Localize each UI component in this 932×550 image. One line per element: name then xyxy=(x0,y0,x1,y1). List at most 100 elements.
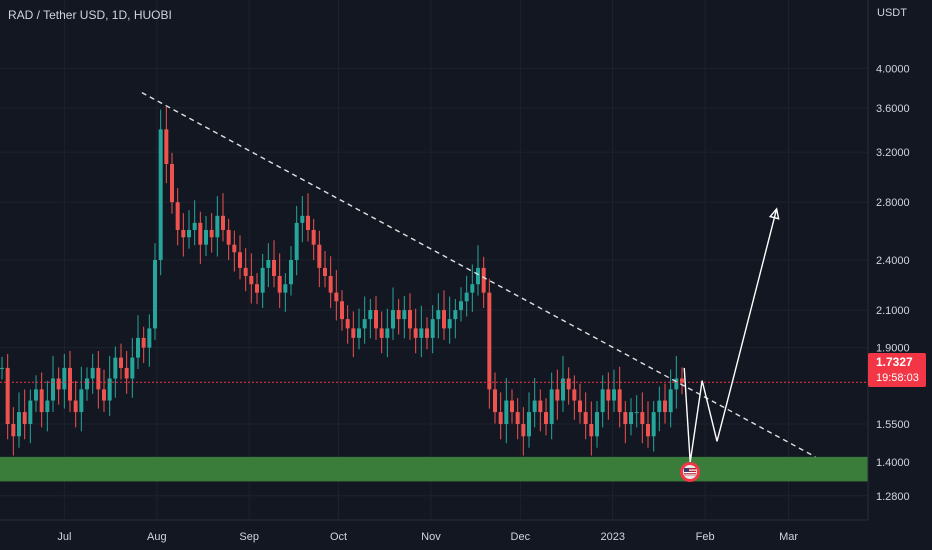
candle-body xyxy=(572,389,577,401)
candle-body xyxy=(617,389,622,413)
time-axis[interactable]: Jul Aug Sep Oct Nov Dec 2023 Feb Mar xyxy=(57,531,798,543)
candle-body xyxy=(368,310,373,320)
candle-body xyxy=(595,412,599,437)
candle-body xyxy=(306,215,310,230)
candle-body xyxy=(532,400,537,413)
candle-body xyxy=(164,129,169,164)
candle-body xyxy=(538,400,543,413)
candle-body xyxy=(634,412,639,414)
candle-body xyxy=(453,310,458,320)
candle-body xyxy=(34,389,38,401)
candle-body xyxy=(549,389,554,424)
x-tick-label: Aug xyxy=(147,531,167,543)
y-tick-label: 1.4000 xyxy=(876,457,910,469)
candle-body xyxy=(442,310,446,329)
candle-body xyxy=(612,389,616,401)
last-price-badge: 1.7327 19:58:03 xyxy=(868,353,926,387)
x-tick-label: Feb xyxy=(696,531,715,543)
projection-path xyxy=(683,208,778,463)
candle-body xyxy=(510,400,514,413)
candle-body xyxy=(187,229,191,238)
candle-body xyxy=(243,267,248,276)
candle-body xyxy=(646,423,650,437)
us-flag-icon[interactable] xyxy=(680,462,700,482)
candle-body xyxy=(504,400,509,424)
candle-body xyxy=(232,244,237,253)
candle-body xyxy=(527,412,531,437)
candle-body xyxy=(413,328,418,338)
candle-body xyxy=(578,400,582,413)
candle-body xyxy=(600,389,605,413)
candle-body xyxy=(476,267,480,285)
support-zone xyxy=(0,456,868,482)
candle-body xyxy=(79,389,84,413)
candle-body xyxy=(317,244,322,268)
candle-body xyxy=(17,412,21,437)
candle-body xyxy=(175,202,180,230)
candle-body xyxy=(340,301,344,320)
candle-body xyxy=(629,412,633,424)
candle-body xyxy=(470,284,475,293)
candle-body xyxy=(402,310,407,320)
projection-arrowhead xyxy=(768,207,780,220)
candle-body xyxy=(651,412,656,437)
candle-body xyxy=(294,222,299,260)
candle-body xyxy=(73,400,78,413)
x-tick-label: Sep xyxy=(239,531,259,543)
candle-body xyxy=(408,310,412,329)
candle-body xyxy=(493,389,497,413)
candle-body xyxy=(583,412,588,424)
candle-body xyxy=(181,229,186,238)
candle-body xyxy=(22,412,27,424)
candle-body xyxy=(300,215,305,223)
candle-body xyxy=(391,310,395,329)
candle-body xyxy=(345,319,350,329)
candle-body xyxy=(459,301,463,311)
candle-body xyxy=(289,260,293,285)
y-tick-label: 3.2000 xyxy=(876,147,910,159)
candle-body xyxy=(170,163,174,203)
candle-body xyxy=(674,378,679,390)
candle-body xyxy=(657,400,662,413)
candle-body xyxy=(436,310,441,320)
candle-body xyxy=(136,337,140,358)
y-tick-label: 4.0000 xyxy=(876,63,910,75)
candle-body xyxy=(663,400,667,413)
candle-body xyxy=(351,328,356,338)
candle-body xyxy=(62,367,67,390)
candle-body xyxy=(277,275,282,293)
candle-body xyxy=(147,328,152,348)
candle-body xyxy=(515,412,520,424)
candle-body xyxy=(107,378,112,401)
trendline xyxy=(141,91,816,458)
candle-body xyxy=(589,423,594,437)
candle-body xyxy=(544,412,548,424)
candle-body xyxy=(555,389,560,401)
candle-body xyxy=(311,229,316,245)
candle-body xyxy=(266,260,271,268)
candle-body xyxy=(130,357,135,379)
candle-body xyxy=(430,319,435,338)
candles xyxy=(0,106,684,456)
y-tick-label: 2.4000 xyxy=(876,255,910,267)
candle-body xyxy=(255,284,259,293)
candle-body xyxy=(96,367,101,390)
candle-body xyxy=(249,275,254,285)
candle-body xyxy=(85,378,89,390)
candle-body xyxy=(566,378,571,390)
candle-body xyxy=(606,389,611,401)
candle-body xyxy=(28,400,33,424)
candle-body xyxy=(623,412,628,424)
candle-body xyxy=(141,337,146,348)
chart-title: RAD / Tether USD, 1D, HUOBI xyxy=(8,8,172,22)
price-axis[interactable]: 4.0000 3.6000 3.2000 2.8000 2.4000 2.1000 1.90… xyxy=(876,63,910,502)
candle-body xyxy=(561,378,565,401)
candle-body xyxy=(198,222,203,245)
candle-body xyxy=(51,378,55,401)
candle-body xyxy=(215,215,220,238)
candle-body xyxy=(396,310,401,320)
y-tick-label: 2.1000 xyxy=(876,305,910,317)
candle-body xyxy=(221,215,225,230)
